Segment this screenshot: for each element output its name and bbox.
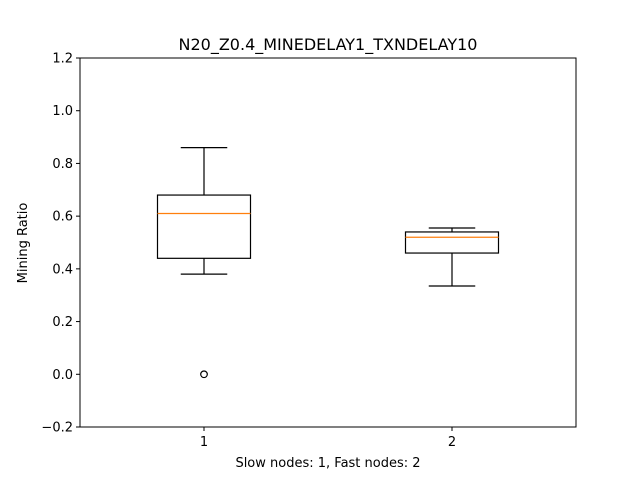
flier-point <box>200 370 208 379</box>
y-tick-label: 1.2 <box>52 52 73 67</box>
y-tick-label: −0.2 <box>41 421 73 436</box>
box-2 <box>404 227 500 287</box>
y-tick-label: 0.8 <box>52 157 73 172</box>
y-tick-label: 0.2 <box>52 315 73 330</box>
y-tick-label: 0.0 <box>52 368 73 383</box>
x-axis-label: Slow nodes: 1, Fast nodes: 2 <box>235 456 420 471</box>
chart-title: N20_Z0.4_MINEDELAY1_TXNDELAY10 <box>179 35 478 55</box>
x-tick-label: 2 <box>448 435 456 450</box>
box-iqr <box>404 231 500 254</box>
x-tick-label: 1 <box>200 435 208 450</box>
y-tick-label: 0.4 <box>52 262 73 277</box>
boxes-group <box>156 147 500 379</box>
plot-area-frame <box>79 57 577 428</box>
y-tick-label: 0.6 <box>52 210 73 225</box>
y-tick-label: 1.0 <box>52 104 73 119</box>
y-axis-ticks: −0.2 0.0 0.2 0.4 0.6 0.8 1.0 1.2 <box>41 52 80 436</box>
box-iqr <box>156 194 252 259</box>
y-axis-label: Mining Ratio <box>16 203 31 284</box>
box-1 <box>156 147 252 379</box>
